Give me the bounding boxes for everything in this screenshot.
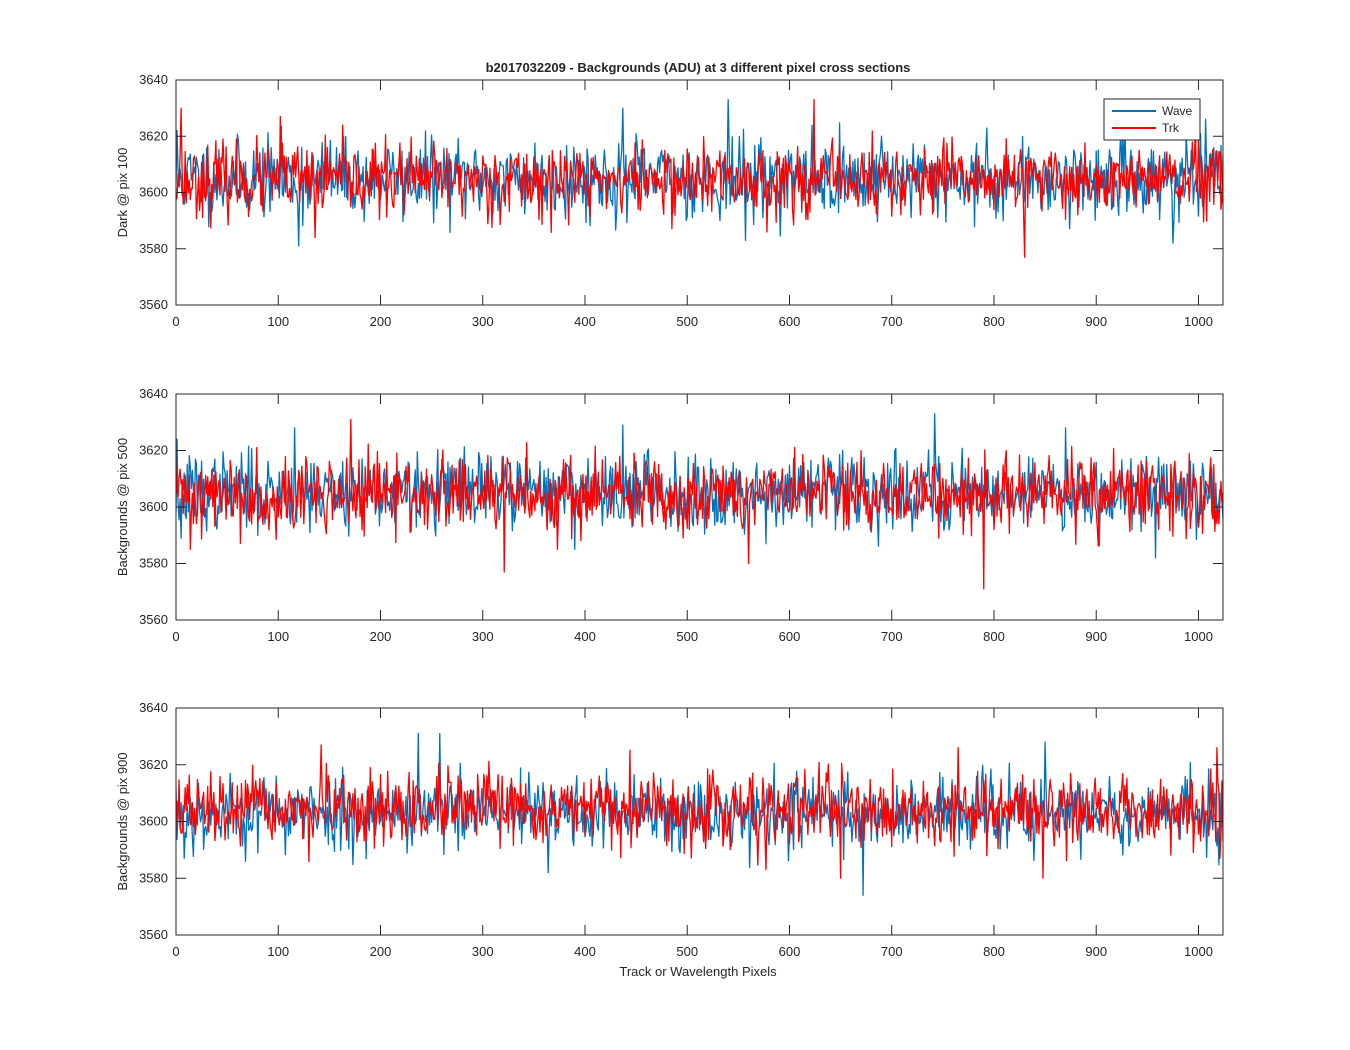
x-tick-label: 1000 xyxy=(1184,629,1213,644)
x-tick-label: 500 xyxy=(676,314,698,329)
x-tick-label: 100 xyxy=(267,314,289,329)
y-tick-label: 3640 xyxy=(139,386,168,401)
x-tick-label: 600 xyxy=(779,944,801,959)
legend-label-trk: Trk xyxy=(1162,121,1180,135)
x-tick-label: 900 xyxy=(1085,314,1107,329)
y-axis-label: Dark @ pix 100 xyxy=(115,148,130,238)
x-tick-label: 100 xyxy=(267,944,289,959)
x-tick-label: 1000 xyxy=(1184,314,1213,329)
y-tick-label: 3600 xyxy=(139,499,168,514)
y-axis-label: Backgrounds @ pix 500 xyxy=(115,438,130,576)
x-tick-label: 800 xyxy=(983,629,1005,644)
panel-backgrounds-pix-500: 0 100 200 300 400 500 600 700 800 900 1000 3560 3580… xyxy=(115,386,1224,644)
x-tick-label: 300 xyxy=(472,314,494,329)
y-tick-label: 3620 xyxy=(139,757,168,772)
legend-box xyxy=(1103,98,1201,141)
x-tick-label: 800 xyxy=(983,314,1005,329)
y-tick-label: 3580 xyxy=(139,241,168,256)
x-tick-label: 200 xyxy=(370,314,392,329)
series-group xyxy=(176,732,1223,896)
x-tick-label: 500 xyxy=(676,629,698,644)
x-tick-label: 300 xyxy=(472,629,494,644)
x-tick-label: 400 xyxy=(574,314,596,329)
legend: Wave Trk xyxy=(1103,98,1201,141)
series-line-wave xyxy=(176,413,1223,559)
x-tick-label: 1000 xyxy=(1184,944,1213,959)
y-tick-label: 3580 xyxy=(139,556,168,571)
x-tick-label: 900 xyxy=(1085,944,1107,959)
series-group xyxy=(176,99,1223,258)
x-tick-label: 700 xyxy=(881,944,903,959)
panel-dark-pix-100: 0 100 200 300 400 500 600 700 800 900 1000 3560 3580… xyxy=(115,72,1224,329)
y-tick-label: 3620 xyxy=(139,443,168,458)
x-tick-label: 300 xyxy=(472,944,494,959)
series-line-trk xyxy=(176,744,1223,879)
y-tick-label: 3560 xyxy=(139,612,168,627)
y-tick-label: 3640 xyxy=(139,700,168,715)
x-tick-label: 600 xyxy=(779,314,801,329)
y-tick-label: 3560 xyxy=(139,297,168,312)
y-tick-label: 3640 xyxy=(139,72,168,87)
series-line-trk xyxy=(176,418,1223,590)
y-tick-label: 3600 xyxy=(139,185,168,200)
x-tick-label: 400 xyxy=(574,944,596,959)
y-tick-label: 3600 xyxy=(139,814,168,829)
x-tick-label: 0 xyxy=(172,314,179,329)
series-line-wave xyxy=(176,732,1223,896)
x-tick-label: 400 xyxy=(574,629,596,644)
series-line-trk xyxy=(176,99,1223,258)
x-tick-label: 700 xyxy=(881,314,903,329)
x-tick-label: 500 xyxy=(676,944,698,959)
x-tick-label: 100 xyxy=(267,629,289,644)
figure-title: b2017032209 - Backgrounds (ADU) at 3 dif… xyxy=(486,60,911,75)
y-tick-label: 3620 xyxy=(139,128,168,143)
x-tick-label: 800 xyxy=(983,944,1005,959)
series-group xyxy=(176,413,1223,590)
y-tick-label: 3560 xyxy=(139,927,168,942)
x-tick-label: 600 xyxy=(779,629,801,644)
x-tick-label: 0 xyxy=(172,944,179,959)
y-axis-label: Backgrounds @ pix 900 xyxy=(115,752,130,890)
panel-backgrounds-pix-900: 0 100 200 300 400 500 600 700 800 900 1000 3560 3580… xyxy=(115,700,1224,959)
x-tick-label: 900 xyxy=(1085,629,1107,644)
x-tick-label: 200 xyxy=(370,944,392,959)
x-axis-label: Track or Wavelength Pixels xyxy=(619,964,777,979)
y-tick-label: 3580 xyxy=(139,870,168,885)
x-tick-label: 700 xyxy=(881,629,903,644)
legend-label-wave: Wave xyxy=(1162,104,1193,118)
x-tick-label: 0 xyxy=(172,629,179,644)
x-tick-label: 200 xyxy=(370,629,392,644)
